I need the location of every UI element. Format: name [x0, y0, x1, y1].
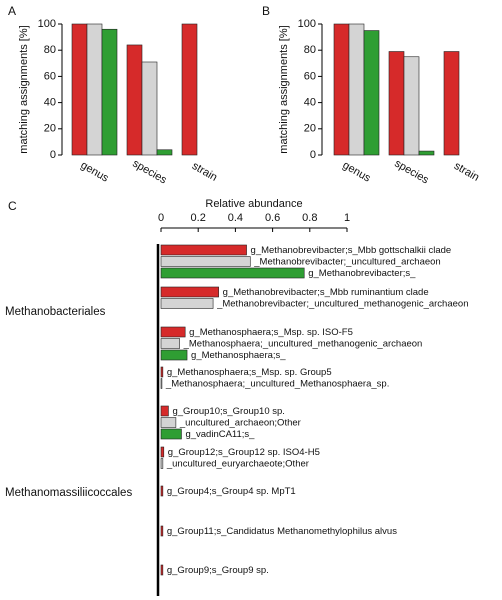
- y-tick-label: 0: [310, 149, 316, 161]
- panel-label: C: [8, 199, 17, 213]
- bar-label: g_Methanosphaera;s_: [191, 350, 286, 361]
- bar: [160, 366, 164, 378]
- y-axis-label: matching assignments [%]: [278, 25, 290, 153]
- bar: [443, 51, 460, 156]
- bar: [333, 23, 350, 156]
- x-tick-label: genus: [341, 159, 373, 185]
- y-tick-label: 100: [298, 18, 316, 30]
- bar-label: _uncultured_archaeon;Other: [179, 418, 301, 429]
- x-tick-label: genus: [79, 159, 111, 185]
- bar: [126, 44, 143, 156]
- bar-label: _Methanobrevibacter;_uncultured_methanog…: [216, 299, 468, 310]
- y-tick-label: 60: [304, 70, 316, 82]
- x-tick-label: 0.4: [228, 212, 243, 224]
- bar-label: _Methanosphaera;_uncultured_methanogenic…: [183, 339, 423, 350]
- bar: [101, 28, 118, 156]
- bar: [71, 23, 88, 156]
- bar-label: g_Group11;s_Candidatus Methanomethylophi…: [167, 526, 397, 537]
- bar-label: g_Group9;s_Group9 sp.: [167, 565, 269, 576]
- bar: [141, 61, 158, 156]
- y-tick-label: 40: [304, 97, 316, 109]
- panel-label: A: [8, 4, 16, 18]
- y-tick-label: 60: [44, 70, 56, 82]
- x-tick-label: 0.8: [302, 212, 317, 224]
- y-tick-label: 80: [304, 44, 316, 56]
- bar: [160, 485, 164, 497]
- bar: [160, 564, 164, 576]
- x-tick-label: 1: [344, 212, 350, 224]
- bar: [160, 428, 182, 440]
- bar: [160, 405, 169, 417]
- bar-label: g_Group4;s_Group4 sp. MpT1: [167, 486, 296, 497]
- bar-label: g_Methanosphaera;s_Msp. sp. ISO-F5: [189, 327, 353, 338]
- bar: [160, 244, 247, 256]
- bar-label: g_Methanobrevibacter;s_Mbb ruminantium c…: [223, 287, 429, 298]
- x-tick-label: species: [392, 157, 431, 186]
- bar: [160, 256, 251, 267]
- bar: [86, 23, 103, 156]
- y-tick-label: 0: [50, 149, 56, 161]
- bar-label: g_Group10;s_Group10 sp.: [172, 406, 285, 417]
- bar: [160, 446, 165, 458]
- y-axis-label: matching assignments [%]: [18, 25, 30, 153]
- bar-label: g_Methanobrevibacter;s_: [308, 268, 416, 279]
- bar-label: g_Methanosphaera;s_Msp. sp. Group5: [167, 367, 332, 378]
- group-label: Methanomassiliicoccales: [5, 487, 132, 499]
- x-tick-label: 0.6: [265, 212, 280, 224]
- bar: [181, 23, 198, 156]
- group-label: Methanobacteriales: [5, 306, 106, 318]
- y-tick-label: 20: [44, 123, 56, 135]
- panel-label: B: [262, 4, 270, 18]
- bar-label: _Methanobrevibacter;_uncultured_archaeon: [253, 257, 440, 268]
- x-tick-label: 0.2: [191, 212, 206, 224]
- x-tick-label: species: [130, 157, 169, 186]
- x-tick-label: 0: [158, 212, 164, 224]
- bar: [160, 286, 219, 298]
- bar-label: g_Methanobrevibacter;s_Mbb gottschalkii …: [251, 245, 452, 256]
- x-tick-label: strain: [452, 160, 481, 184]
- bar: [160, 298, 214, 309]
- bar-label: g_Group12;s_Group12 sp. ISO4-H5: [168, 447, 320, 458]
- bar: [403, 56, 420, 156]
- bar: [160, 326, 186, 338]
- bar: [160, 417, 177, 428]
- bar: [160, 458, 164, 469]
- bar: [160, 525, 164, 537]
- bar: [363, 30, 380, 156]
- bar: [160, 267, 305, 279]
- x-axis-label: Relative abundance: [205, 198, 302, 210]
- bar: [418, 150, 435, 156]
- bar-label: _uncultured_euryarchaeote;Other: [166, 459, 309, 470]
- bar-label: _Methanosphaera;_uncultured_Methanosphae…: [165, 379, 389, 390]
- bar: [348, 23, 365, 156]
- y-tick-label: 20: [304, 123, 316, 135]
- y-tick-label: 80: [44, 44, 56, 56]
- x-tick-label: strain: [190, 160, 219, 184]
- y-tick-label: 40: [44, 97, 56, 109]
- bar: [160, 349, 188, 361]
- y-tick-label: 100: [38, 18, 56, 30]
- bar: [388, 51, 405, 156]
- bar-label: g_vadinCA11;s_: [185, 429, 255, 440]
- bar: [160, 338, 180, 349]
- bar: [160, 378, 163, 389]
- bar: [156, 149, 173, 156]
